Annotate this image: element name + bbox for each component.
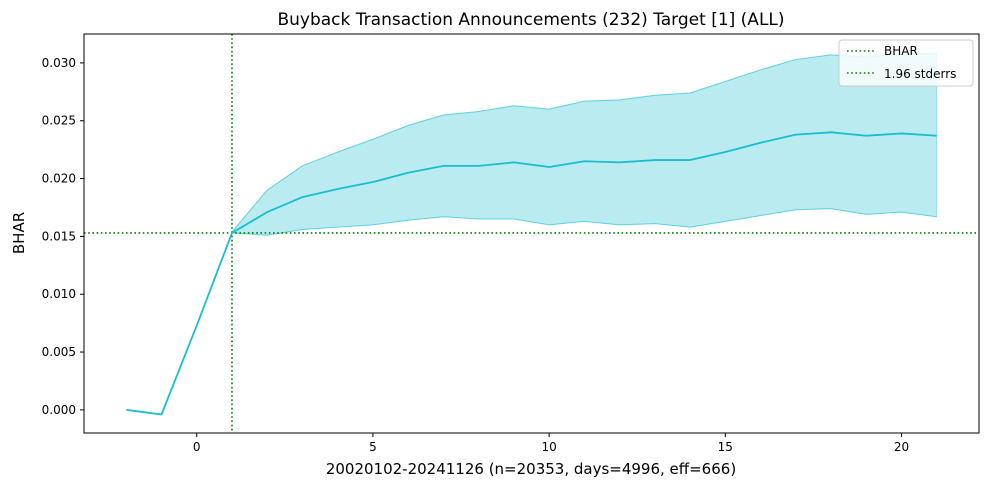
y-tick-label: 0.010 [42, 287, 76, 301]
x-axis-ticks: 0 5 10 15 20 [193, 433, 909, 454]
plot-area [84, 34, 979, 433]
x-tick-label: 5 [369, 440, 377, 454]
plot-frame [83, 33, 980, 434]
y-axis-ticks: 0.000 0.005 0.010 0.015 0.020 0.025 0.030 [42, 56, 84, 417]
confidence-band-area [231, 53, 938, 236]
chart-title: Buyback Transaction Announcements (232) … [277, 10, 784, 30]
x-tick-label: 0 [193, 440, 201, 454]
y-tick-label: 0.005 [42, 345, 76, 359]
confidence-band-lower-edge [231, 208, 937, 236]
y-axis-label: BHAR [10, 212, 28, 254]
x-axis-label: 20020102-20241126 (n=20353, days=4996, e… [326, 460, 736, 478]
x-tick-label: 10 [541, 440, 556, 454]
y-tick-label: 0.000 [42, 403, 76, 417]
y-tick-label: 0.020 [42, 172, 76, 186]
y-tick-label: 0.015 [42, 229, 76, 243]
series-line-bhar [126, 131, 937, 416]
x-tick-label: 15 [718, 440, 733, 454]
confidence-band-layer [231, 53, 938, 236]
reference-lines-layer [84, 34, 979, 433]
legend-label-bhar: BHAR [884, 44, 918, 58]
confidence-band-upper-edge [231, 53, 937, 233]
y-tick-label: 0.030 [42, 56, 76, 70]
legend-label-stderrs: 1.96 stderrs [884, 67, 956, 81]
legend: BHAR 1.96 stderrs [838, 39, 974, 87]
series-line-layer [126, 131, 937, 416]
y-tick-label: 0.025 [42, 114, 76, 128]
x-tick-label: 20 [894, 440, 909, 454]
